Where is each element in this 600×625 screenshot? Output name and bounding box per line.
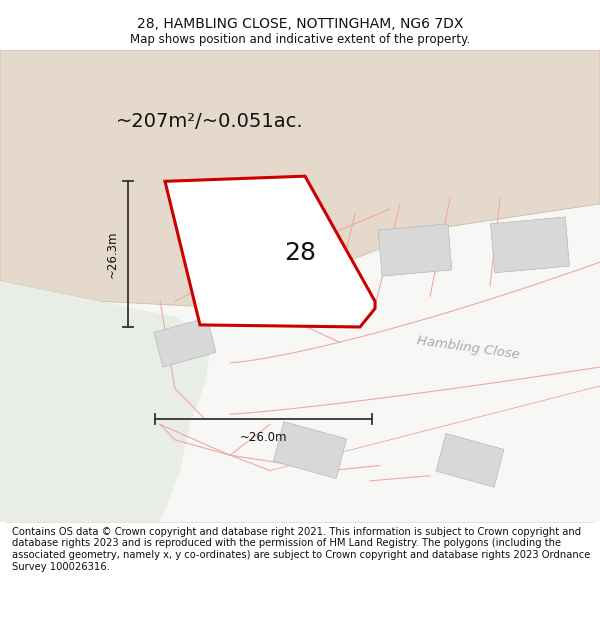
Polygon shape	[378, 224, 452, 276]
Polygon shape	[154, 318, 216, 367]
Text: ~207m²/~0.051ac.: ~207m²/~0.051ac.	[116, 112, 304, 131]
Text: 28: 28	[284, 241, 316, 265]
Text: 28, HAMBLING CLOSE, NOTTINGHAM, NG6 7DX: 28, HAMBLING CLOSE, NOTTINGHAM, NG6 7DX	[137, 17, 463, 31]
Text: ~26.0m: ~26.0m	[240, 431, 287, 444]
Polygon shape	[436, 434, 504, 487]
Text: Hambling Close: Hambling Close	[416, 334, 520, 361]
Polygon shape	[260, 252, 329, 309]
Polygon shape	[0, 281, 210, 522]
Polygon shape	[0, 50, 600, 306]
Text: Contains OS data © Crown copyright and database right 2021. This information is : Contains OS data © Crown copyright and d…	[12, 527, 590, 572]
Text: Map shows position and indicative extent of the property.: Map shows position and indicative extent…	[130, 34, 470, 46]
Text: ~26.3m: ~26.3m	[106, 231, 119, 278]
Polygon shape	[165, 176, 375, 327]
Polygon shape	[491, 217, 569, 272]
Polygon shape	[274, 422, 347, 479]
